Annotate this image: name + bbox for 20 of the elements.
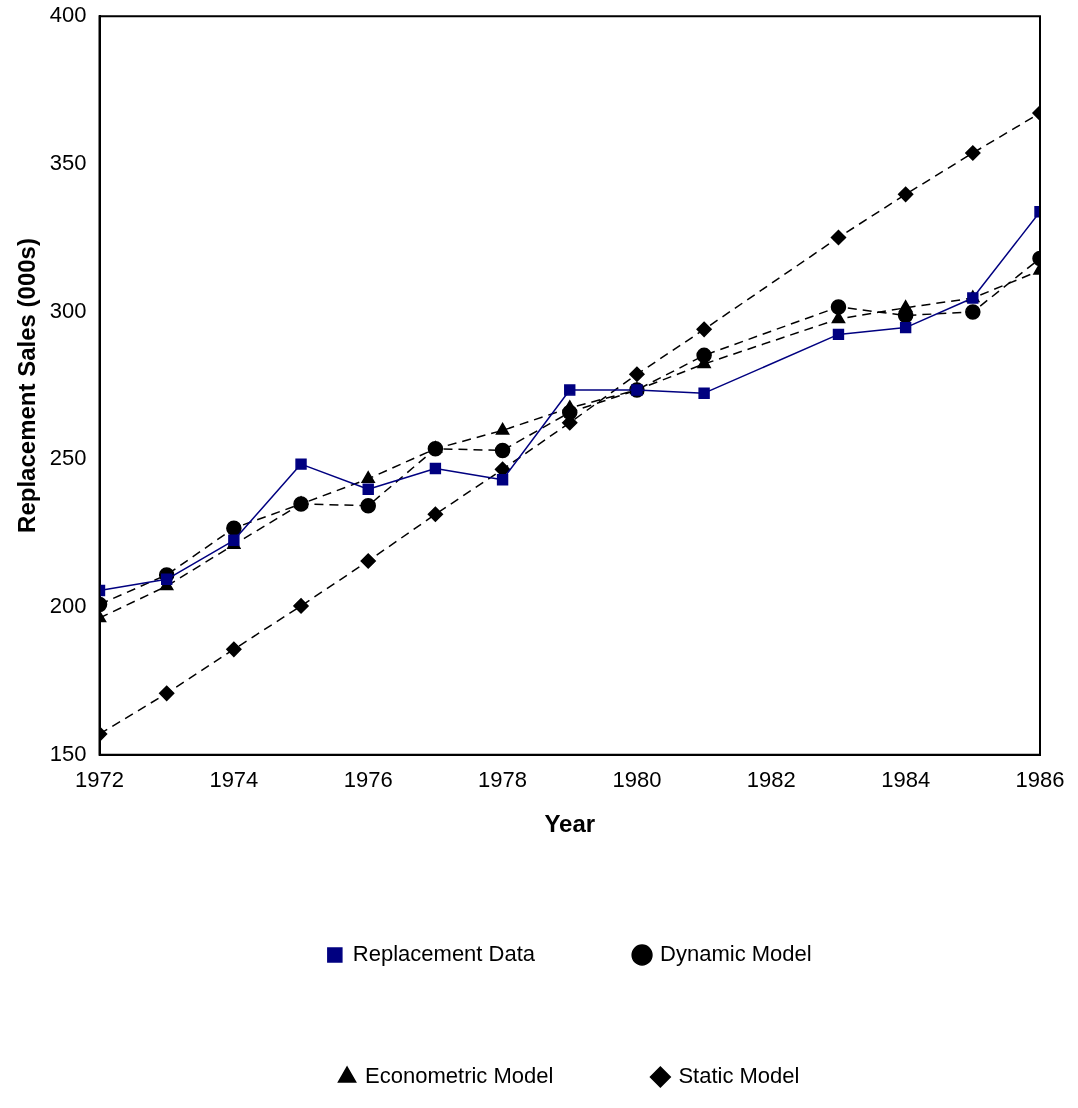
x-tick-label: 1980	[612, 767, 662, 793]
legend-label: Econometric Model	[365, 1063, 554, 1089]
y-tick-label: 250	[49, 445, 87, 471]
x-tick-label: 1986	[1015, 767, 1065, 793]
y-axis-title: Replacement Sales (000s)	[13, 238, 41, 533]
y-tick-label: 150	[49, 740, 87, 766]
legend-label: Static Model	[678, 1063, 800, 1089]
legend-label: Dynamic Model	[660, 941, 812, 967]
x-axis-title: Year	[544, 810, 596, 838]
y-tick-label: 350	[49, 149, 87, 175]
x-tick-label: 1978	[478, 767, 528, 793]
x-tick-label: 1982	[746, 767, 796, 793]
y-tick-label: 300	[49, 297, 87, 323]
y-tick-label: 400	[49, 2, 87, 28]
legend-label: Replacement Data	[352, 941, 536, 967]
y-tick-label: 200	[49, 593, 87, 619]
x-tick-label: 1974	[209, 767, 259, 793]
x-tick-label: 1972	[75, 767, 124, 793]
x-tick-label: 1976	[343, 767, 393, 793]
x-tick-label: 1984	[881, 767, 931, 793]
